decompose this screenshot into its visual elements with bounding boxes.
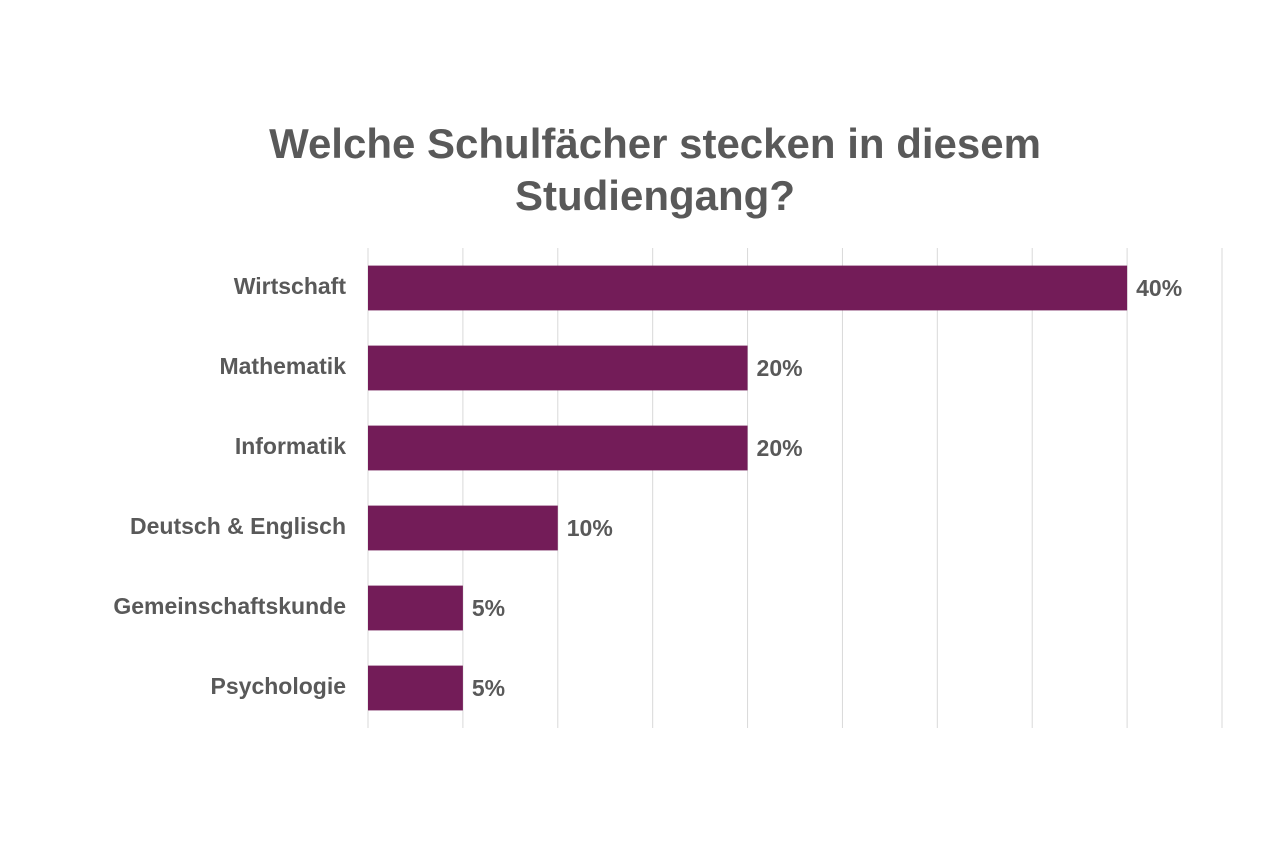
bar: [368, 505, 558, 551]
data-label: 5%: [472, 675, 505, 701]
y-tick-label: Wirtschaft: [234, 273, 347, 299]
bar: [368, 425, 748, 471]
y-tick-label: Deutsch & Englisch: [130, 513, 346, 539]
bar: [368, 345, 748, 391]
chart-title: Welche Schulfächer stecken in diesem Stu…: [269, 120, 1041, 219]
y-tick-label: Psychologie: [211, 673, 346, 699]
data-label: 5%: [472, 595, 505, 621]
y-tick-label: Informatik: [235, 433, 346, 459]
bar: [368, 585, 463, 631]
data-label: 20%: [757, 435, 803, 461]
bar: [368, 265, 1128, 311]
data-label: 40%: [1136, 275, 1182, 301]
data-label: 20%: [757, 355, 803, 381]
y-tick-label: Gemeinschaftskunde: [113, 593, 346, 619]
y-tick-label: Mathematik: [219, 353, 346, 379]
data-label: 10%: [567, 515, 613, 541]
bar: [368, 665, 463, 711]
